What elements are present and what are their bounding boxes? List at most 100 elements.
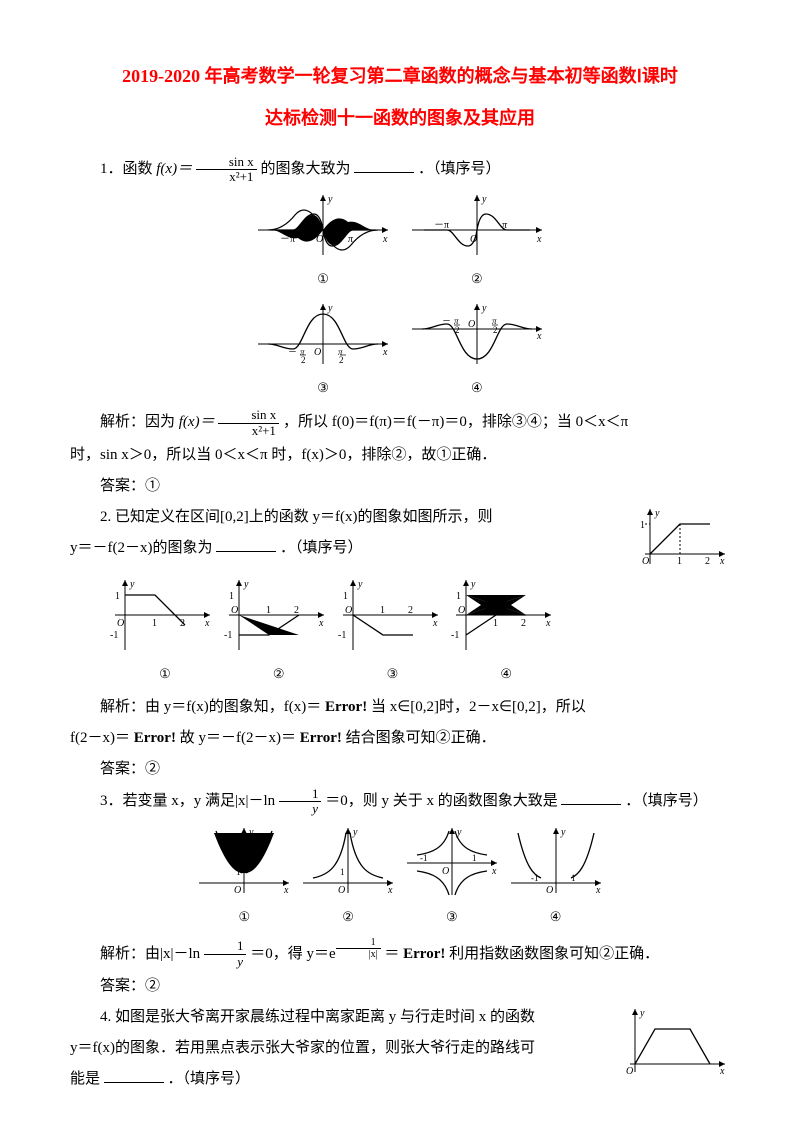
svg-text:x: x bbox=[318, 618, 324, 629]
q4-stem-c: 能是 ．（填序号） bbox=[70, 1066, 612, 1093]
q2-labels: ① ② ③ ④ bbox=[70, 661, 730, 688]
q3-graph-3: -11 O xy bbox=[402, 823, 502, 898]
q1-sol-b: ，所以 f(0)＝f(π)＝f(－π)＝0，排除③④；当 0＜x＜π bbox=[283, 415, 628, 431]
svg-text:y: y bbox=[456, 827, 462, 838]
svg-text:-1: -1 bbox=[531, 873, 539, 883]
q1-solution-2: 时，sin x＞0，所以当 0＜x＜π 时，f(x)＞0，排除②，故①正确． bbox=[70, 442, 730, 469]
svg-text:-1: -1 bbox=[110, 630, 118, 641]
q2-l3: ③ bbox=[338, 662, 448, 685]
q1-label-3: ③ bbox=[248, 376, 398, 399]
svg-text:O: O bbox=[316, 234, 323, 245]
q3-graph-2: O 1 xy bbox=[298, 823, 398, 898]
svg-text:y: y bbox=[129, 579, 135, 590]
svg-text:O: O bbox=[234, 885, 241, 896]
svg-text:1: 1 bbox=[493, 618, 498, 629]
q1-stem-b: 的图象大致为 bbox=[261, 161, 351, 177]
q1-stem-a: 1．函数 bbox=[100, 161, 156, 177]
err: Error! bbox=[403, 946, 445, 962]
q2-sol-1: 解析：由 y＝f(x)的图象知，f(x)＝ Error! 当 x∈[0,2]时，… bbox=[70, 694, 730, 721]
svg-text:O: O bbox=[345, 605, 352, 616]
svg-text:x: x bbox=[382, 234, 388, 245]
q1-frac: sin x x²+1 bbox=[196, 155, 257, 185]
l: ② bbox=[298, 905, 398, 928]
svg-text:y: y bbox=[654, 508, 660, 519]
q1-frac2: sin x x²+1 bbox=[218, 408, 279, 438]
l: ① bbox=[194, 905, 294, 928]
q4-fig: O x y bbox=[620, 1004, 730, 1079]
q2-ref-fig: 1 O 1 2 x y bbox=[635, 504, 730, 569]
svg-text:1: 1 bbox=[236, 867, 241, 877]
svg-text:x: x bbox=[536, 234, 542, 245]
q1-labels-row2: ③ ④ bbox=[70, 375, 730, 402]
svg-text:1: 1 bbox=[472, 853, 477, 863]
q2-stem-b: y＝－f(2－x)的图象为 ．（填序号） bbox=[70, 535, 627, 562]
svg-text:O: O bbox=[458, 605, 465, 616]
q4-stem-a: 4. 如图是张大爷离开家晨练过程中离家距离 y 与行走时间 x 的函数 bbox=[70, 1004, 612, 1031]
svg-text:1: 1 bbox=[677, 556, 682, 567]
title-line-2: 达标检测十一函数的图象及其应用 bbox=[70, 102, 730, 134]
q2-graph-3: 1O 12 -1 xy bbox=[338, 575, 448, 655]
blank bbox=[216, 537, 276, 552]
q1-stem: 1．函数 f(x)＝ sin x x²+1 的图象大致为 ．（填序号） bbox=[70, 155, 730, 185]
q1-label-4: ④ bbox=[402, 376, 552, 399]
t: 解析：由|x|－ln bbox=[100, 946, 200, 962]
q3-stem: 3．若变量 x，y 满足|x|－ln 1 y ＝0，则 y 关于 x 的函数图象… bbox=[70, 787, 730, 817]
svg-text:y: y bbox=[357, 579, 363, 590]
q1-fx2: f(x)＝ bbox=[179, 415, 215, 431]
svg-text:O: O bbox=[468, 319, 475, 330]
l: ③ bbox=[402, 905, 502, 928]
n: 1 bbox=[204, 939, 247, 954]
svg-text:y: y bbox=[470, 579, 476, 590]
q2-stem-b-text: y＝－f(2－x)的图象为 bbox=[70, 540, 213, 556]
svg-text:y: y bbox=[481, 303, 487, 314]
svg-text:1: 1 bbox=[343, 591, 348, 602]
svg-text:O: O bbox=[442, 866, 449, 877]
t: 能是 bbox=[70, 1071, 100, 1087]
q1-stem-c: ．（填序号） bbox=[418, 161, 501, 177]
svg-text:1: 1 bbox=[340, 867, 345, 877]
q2-l1: ① bbox=[110, 662, 220, 685]
q2-stem-c: ．（填序号） bbox=[280, 540, 363, 556]
title-line-1: 2019-2020 年高考数学一轮复习第二章函数的概念与基本初等函数Ⅰ课时 bbox=[70, 60, 730, 92]
q3-answer: 答案：② bbox=[70, 973, 730, 1000]
svg-text:2: 2 bbox=[408, 605, 413, 616]
svg-text:O: O bbox=[642, 556, 649, 567]
q1-graphs-row2: O π 2 － π 2 x y O π 2 － π 2 x y bbox=[70, 299, 730, 369]
svg-text:y: y bbox=[243, 579, 249, 590]
n: 1 bbox=[336, 937, 381, 949]
q3-graph-4: -1O 1 xy bbox=[506, 823, 606, 898]
d: |x| bbox=[336, 949, 381, 960]
n: 1 bbox=[279, 787, 322, 802]
svg-text:-1: -1 bbox=[338, 630, 346, 641]
q1-graph-2: O π －π x y bbox=[402, 190, 552, 260]
svg-text:2: 2 bbox=[180, 618, 185, 629]
t: ＝ bbox=[384, 946, 399, 962]
t: ＝0，则 y 关于 x 的函数图象大致是 bbox=[325, 793, 558, 809]
q1-frac-den: x²+1 bbox=[196, 170, 257, 184]
svg-text:x: x bbox=[595, 885, 601, 896]
q3-frac: 1 y bbox=[279, 787, 322, 817]
svg-text:－π: －π bbox=[434, 220, 449, 231]
t: 解析：由 y＝f(x)的图象知，f(x)＝ bbox=[100, 699, 321, 715]
l: ④ bbox=[506, 905, 606, 928]
svg-text:x: x bbox=[204, 618, 210, 629]
svg-text:－: － bbox=[288, 347, 297, 357]
t: 利用指数函数图象可知②正确． bbox=[449, 946, 659, 962]
svg-text:1: 1 bbox=[115, 591, 120, 602]
err: Error! bbox=[325, 699, 367, 715]
svg-text:y: y bbox=[248, 827, 254, 838]
svg-text:1: 1 bbox=[456, 591, 461, 602]
q3-graphs: O 1 xy O 1 xy -11 O xy -1O 1 xy bbox=[70, 823, 730, 898]
svg-text:x: x bbox=[283, 885, 289, 896]
q1-solution-1: 解析：因为 f(x)＝ sin x x²+1 ，所以 f(0)＝f(π)＝f(－… bbox=[70, 408, 730, 438]
f: 1|x| bbox=[336, 937, 381, 960]
svg-text:y: y bbox=[481, 194, 487, 205]
svg-text:－: － bbox=[442, 316, 451, 326]
svg-text:2: 2 bbox=[455, 325, 460, 335]
q2-graph-4: 1O 12 -1 xy bbox=[451, 575, 561, 655]
svg-text:y: y bbox=[352, 827, 358, 838]
t: 当 x∈[0,2]时，2－x∈[0,2]，所以 bbox=[371, 699, 586, 715]
svg-text:y: y bbox=[327, 194, 333, 205]
svg-text:-1: -1 bbox=[224, 630, 232, 641]
t: ．（填序号） bbox=[625, 793, 708, 809]
